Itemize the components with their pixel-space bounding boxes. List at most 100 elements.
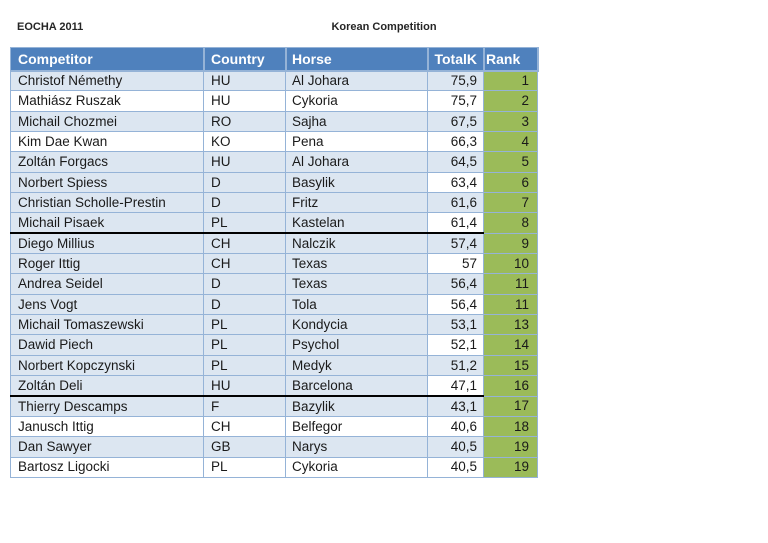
cell-country: D (203, 192, 286, 214)
table-row: Michail Chozmei RO Sajha 67,5 3 (10, 110, 538, 133)
table-row: Roger Ittig CH Texas 57 10 (10, 253, 538, 275)
table-row: Christian Scholle-Prestin D Fritz 61,6 7 (10, 192, 538, 214)
cell-totalk: 52,1 (427, 334, 484, 356)
table-row: Christof Némethy HU Al Johara 75,9 1 (10, 69, 538, 92)
cell-country: D (203, 293, 286, 316)
cell-competitor: Thierry Descamps (10, 395, 204, 417)
cell-rank: 5 (483, 151, 538, 173)
cell-totalk: 57 (427, 253, 484, 275)
cell-totalk: 53,1 (427, 314, 484, 336)
cell-horse: Al Johara (285, 151, 428, 173)
cell-totalk: 51,2 (427, 354, 484, 377)
cell-totalk: 40,5 (427, 436, 484, 458)
table-row: Zoltán Forgacs HU Al Johara 64,5 5 (10, 151, 538, 173)
table-row: Zoltán Deli HU Barcelona 47,1 16 (10, 375, 538, 398)
results-table-body: Christof Némethy HU Al Johara 75,9 1 Mathiász… (10, 69, 538, 478)
cell-competitor: Roger Ittig (10, 253, 204, 275)
cell-rank: 9 (483, 232, 538, 255)
cell-totalk: 66,3 (427, 131, 484, 153)
table-header-row: Competitor Country Horse TotalK Rank (9, 46, 539, 72)
cell-horse: Barcelona (285, 375, 428, 398)
cell-competitor: Christian Scholle-Prestin (10, 192, 204, 214)
cell-country: PL (203, 212, 286, 235)
cell-horse: Sajha (285, 110, 428, 133)
cell-country: PL (203, 354, 286, 377)
cell-rank: 4 (483, 131, 538, 153)
cell-rank: 15 (483, 354, 538, 377)
cell-rank: 14 (483, 334, 538, 356)
cell-competitor: Christof Némethy (10, 69, 204, 92)
header-cell-country: Country (202, 46, 287, 72)
cell-horse: Tola (285, 293, 428, 316)
results-table: Competitor Country Horse TotalK Rank Chr… (9, 46, 539, 478)
cell-country: F (203, 395, 286, 417)
cell-totalk: 56,4 (427, 293, 484, 316)
cell-totalk: 47,1 (427, 375, 484, 398)
table-row: Bartosz Ligocki PL Cykoria 40,5 19 (10, 456, 538, 478)
page-header-left: EOCHA 2011 (17, 21, 84, 33)
cell-rank: 2 (483, 90, 538, 112)
cell-country: CH (203, 232, 286, 255)
cell-country: PL (203, 456, 286, 478)
cell-horse: Al Johara (285, 69, 428, 92)
cell-totalk: 75,7 (427, 90, 484, 112)
table-row: Janusch Ittig CH Belfegor 40,6 18 (10, 415, 538, 438)
cell-horse: Texas (285, 253, 428, 275)
cell-country: D (203, 273, 286, 295)
table-row: Dawid Piech PL Psychol 52,1 14 (10, 334, 538, 356)
cell-country: GB (203, 436, 286, 458)
cell-country: PL (203, 314, 286, 336)
page-title: Korean Competition (331, 21, 437, 33)
cell-horse: Cykoria (285, 90, 428, 112)
cell-rank: 11 (483, 273, 538, 295)
cell-horse: Pena (285, 131, 428, 153)
cell-country: RO (203, 110, 286, 133)
cell-horse: Kastelan (285, 212, 428, 235)
cell-country: HU (203, 375, 286, 398)
cell-country: PL (203, 334, 286, 356)
cell-competitor: Mathiász Ruszak (10, 90, 204, 112)
cell-rank: 19 (483, 456, 538, 478)
cell-totalk: 40,6 (427, 415, 484, 438)
header-cell-totalk: TotalK (426, 46, 485, 72)
cell-competitor: Jens Vogt (10, 293, 204, 316)
cell-totalk: 64,5 (427, 151, 484, 173)
cell-horse: Basylik (285, 171, 428, 194)
table-row: Michail Pisaek PL Kastelan 61,4 8 (10, 212, 538, 235)
cell-horse: Nalczik (285, 232, 428, 255)
cell-competitor: Michail Chozmei (10, 110, 204, 133)
cell-totalk: 67,5 (427, 110, 484, 133)
header-cell-competitor: Competitor (9, 46, 205, 72)
cell-totalk: 75,9 (427, 69, 484, 92)
cell-competitor: Diego Millius (10, 232, 204, 255)
cell-competitor: Norbert Spiess (10, 171, 204, 194)
cell-totalk: 63,4 (427, 171, 484, 194)
cell-country: KO (203, 131, 286, 153)
cell-country: D (203, 171, 286, 194)
cell-rank: 6 (483, 171, 538, 194)
cell-rank: 11 (483, 293, 538, 316)
cell-competitor: Zoltán Deli (10, 375, 204, 398)
cell-country: HU (203, 69, 286, 92)
cell-horse: Kondycia (285, 314, 428, 336)
cell-competitor: Dawid Piech (10, 334, 204, 356)
cell-country: CH (203, 415, 286, 438)
cell-rank: 10 (483, 253, 538, 275)
cell-totalk: 56,4 (427, 273, 484, 295)
cell-competitor: Michail Tomaszewski (10, 314, 204, 336)
cell-rank: 7 (483, 192, 538, 214)
table-row: Michail Tomaszewski PL Kondycia 53,1 13 (10, 314, 538, 336)
cell-competitor: Janusch Ittig (10, 415, 204, 438)
table-row: Mathiász Ruszak HU Cykoria 75,7 2 (10, 90, 538, 112)
header-cell-horse: Horse (284, 46, 429, 72)
table-row: Norbert Kopczynski PL Medyk 51,2 15 (10, 354, 538, 377)
cell-competitor: Zoltán Forgacs (10, 151, 204, 173)
cell-totalk: 61,4 (427, 212, 484, 235)
cell-horse: Psychol (285, 334, 428, 356)
table-row: Jens Vogt D Tola 56,4 11 (10, 293, 538, 316)
cell-competitor: Kim Dae Kwan (10, 131, 204, 153)
cell-horse: Cykoria (285, 456, 428, 478)
cell-competitor: Dan Sawyer (10, 436, 204, 458)
cell-totalk: 57,4 (427, 232, 484, 255)
